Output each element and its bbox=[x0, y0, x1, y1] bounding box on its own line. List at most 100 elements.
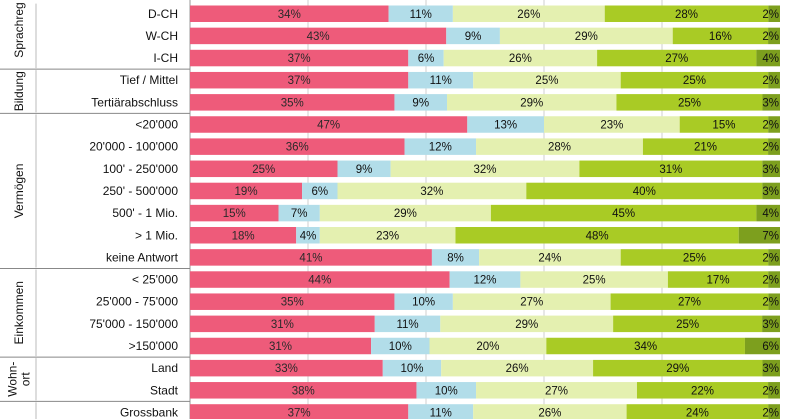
bar-segment bbox=[499, 27, 673, 45]
data-label: 35% bbox=[281, 97, 304, 109]
group-label: ort bbox=[19, 372, 33, 387]
bar-segment bbox=[404, 138, 477, 155]
group-label: Vermögen bbox=[12, 164, 26, 219]
bar-segment bbox=[490, 204, 757, 222]
group-label: Bildung bbox=[12, 71, 26, 111]
bar-segment bbox=[620, 71, 769, 89]
bar-segment bbox=[593, 359, 763, 377]
bar-segment bbox=[768, 382, 780, 399]
bar-segment bbox=[762, 182, 780, 200]
bar-segment bbox=[190, 204, 279, 222]
data-label: 20% bbox=[476, 341, 499, 353]
data-label: 26% bbox=[517, 9, 540, 21]
category-label: <20'000 bbox=[135, 118, 178, 132]
category-label: keine Antwort bbox=[106, 250, 179, 264]
category-label: Land bbox=[151, 361, 178, 375]
data-label: 27% bbox=[545, 385, 568, 397]
bar-segment bbox=[190, 27, 447, 45]
data-label: 27% bbox=[665, 53, 688, 65]
bar-segment bbox=[526, 182, 763, 200]
bar-segment bbox=[768, 271, 780, 288]
data-label: 4% bbox=[762, 53, 779, 65]
category-label: 20'000 - 100'000 bbox=[89, 140, 178, 154]
category-label: D-CH bbox=[148, 7, 178, 21]
bar-segment bbox=[762, 160, 780, 178]
data-label: 3% bbox=[762, 363, 779, 375]
category-label: > 1 Mio. bbox=[135, 228, 178, 242]
bar-segment bbox=[190, 315, 375, 333]
data-label: 25% bbox=[583, 275, 606, 287]
bar-segment bbox=[762, 359, 780, 377]
group-label: Sprachreg bbox=[12, 2, 26, 57]
bar-segment bbox=[190, 116, 468, 133]
data-label: 47% bbox=[317, 120, 340, 132]
data-label: 17% bbox=[707, 275, 730, 287]
data-label: 23% bbox=[600, 120, 623, 132]
bar-segment bbox=[440, 315, 614, 333]
data-label: 24% bbox=[686, 407, 709, 419]
bar-segment bbox=[597, 49, 757, 67]
data-label: 31% bbox=[269, 341, 292, 353]
data-label: 10% bbox=[412, 297, 435, 309]
bar-segment bbox=[382, 359, 442, 377]
data-label: 40% bbox=[633, 186, 656, 198]
data-label: 10% bbox=[435, 385, 458, 397]
data-label: 26% bbox=[509, 53, 532, 65]
bar-segment bbox=[768, 138, 780, 155]
data-label: 10% bbox=[400, 363, 423, 375]
data-label: 29% bbox=[520, 97, 543, 109]
group-label: Wohn- bbox=[6, 362, 20, 397]
data-label: 37% bbox=[288, 75, 311, 87]
data-label: 44% bbox=[308, 275, 331, 287]
bar-segment bbox=[744, 337, 780, 355]
bar-segment bbox=[544, 116, 680, 133]
data-label: 34% bbox=[634, 341, 657, 353]
data-label: 34% bbox=[278, 9, 301, 21]
data-label: 16% bbox=[709, 31, 732, 43]
bar-segment bbox=[520, 271, 668, 288]
data-label: 18% bbox=[232, 230, 255, 242]
bar-segment bbox=[319, 204, 491, 222]
data-label: 8% bbox=[447, 252, 464, 264]
data-label: 27% bbox=[678, 297, 701, 309]
bar-segment bbox=[190, 138, 405, 155]
data-label: 2% bbox=[762, 252, 779, 264]
data-label: 7% bbox=[291, 208, 308, 220]
bar-segment bbox=[190, 404, 409, 419]
data-label: 2% bbox=[762, 75, 779, 87]
bar-segment bbox=[762, 315, 780, 333]
bar-segment bbox=[467, 116, 544, 133]
data-label: 28% bbox=[548, 142, 571, 154]
data-label: 12% bbox=[429, 142, 452, 154]
category-label: < 25'000 bbox=[132, 273, 178, 287]
data-label: 7% bbox=[762, 230, 779, 242]
data-label: 3% bbox=[762, 97, 779, 109]
category-label: Stadt bbox=[150, 383, 179, 397]
category-label: Tief / Mittel bbox=[120, 73, 178, 87]
bar-segment bbox=[452, 293, 611, 310]
data-label: 9% bbox=[465, 31, 482, 43]
bar-segment bbox=[441, 359, 594, 377]
data-label: 15% bbox=[223, 208, 246, 220]
data-label: 2% bbox=[762, 142, 779, 154]
category-label: Tertiärabschluss bbox=[91, 95, 178, 109]
data-label: 2% bbox=[762, 407, 779, 419]
bar-segment bbox=[374, 315, 441, 333]
data-label: 25% bbox=[678, 97, 701, 109]
bar-segment bbox=[620, 249, 769, 266]
bar-segment bbox=[319, 227, 456, 244]
data-label: 26% bbox=[538, 407, 561, 419]
bar-segment bbox=[449, 271, 521, 288]
category-label: 250' - 500'000 bbox=[103, 184, 179, 198]
bar-segment bbox=[604, 5, 769, 22]
bar-segment bbox=[190, 49, 409, 67]
data-label: 29% bbox=[666, 363, 689, 375]
bar-segment bbox=[762, 94, 780, 111]
data-label: 13% bbox=[494, 120, 517, 132]
bar-segment bbox=[479, 249, 621, 266]
bar-segment bbox=[190, 359, 383, 377]
data-label: 15% bbox=[712, 120, 735, 132]
bar-segment bbox=[756, 204, 780, 222]
data-label: 6% bbox=[418, 53, 435, 65]
